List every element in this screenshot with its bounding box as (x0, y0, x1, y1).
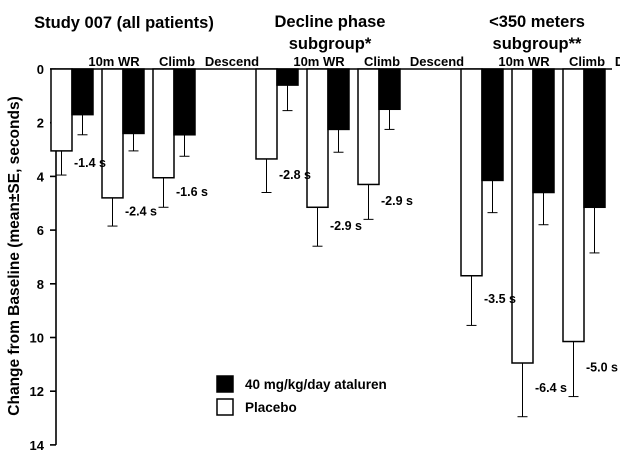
difference-labels: -1.4 s -2.4 s -1.6 s -2.8 s -2.9 s -2.9 s -3.5… (74, 156, 618, 395)
difference-label: -1.6 s (176, 185, 208, 199)
category-label: Climb (159, 54, 195, 69)
y-tick-label: 6 (37, 223, 44, 238)
ataluren-bar (122, 68, 145, 135)
category-label: Climb (364, 54, 400, 69)
group-titles: Study 007 (all patients) Decline phase sub… (34, 13, 585, 53)
group-title: subgroup** (493, 35, 582, 53)
legend-label: Placebo (245, 400, 297, 415)
placebo-bar (255, 68, 278, 160)
placebo-bar (460, 68, 483, 277)
placebo-bar (357, 68, 380, 186)
legend-swatch (216, 375, 234, 393)
category-label: Descend (615, 54, 620, 69)
legend-label: 40 mg/kg/day ataluren (245, 377, 387, 392)
ataluren-bar (327, 68, 350, 131)
ataluren-bar (583, 68, 606, 209)
category-label: 10m WR (88, 54, 140, 69)
category-label: 10m WR (293, 54, 345, 69)
y-tick-label: 8 (37, 277, 44, 292)
y-tick-label: 2 (37, 116, 44, 131)
difference-label: -2.9 s (330, 219, 362, 233)
bars (50, 68, 606, 364)
ataluren-bar (276, 68, 299, 86)
group-title: Study 007 (all patients) (34, 14, 214, 32)
group-title: <350 meters (489, 13, 585, 31)
difference-label: -2.4 s (125, 205, 157, 219)
y-tick-label: 4 (37, 169, 45, 184)
y-tick-label: 14 (30, 438, 45, 453)
ataluren-bar (173, 68, 196, 136)
y-axis: 0 2 4 6 8 10 12 14 (30, 62, 612, 453)
ataluren-bar (71, 68, 94, 116)
error-bars (56, 85, 600, 418)
category-labels: 10m WR Climb Descend 10m WR Climb Descend 10m … (88, 54, 620, 69)
difference-label: -3.5 s (484, 292, 516, 306)
placebo-bar (306, 68, 329, 209)
y-axis-label-group: Change from Baseline (mean±SE, seconds) (6, 96, 23, 415)
placebo-bar (511, 68, 534, 364)
placebo-bar (101, 68, 124, 199)
difference-label: -1.4 s (74, 156, 106, 170)
legend: 40 mg/kg/day ataluren Placebo (216, 375, 387, 416)
y-axis-title: Change from Baseline (mean±SE, seconds) (6, 96, 23, 415)
ataluren-bar (481, 68, 504, 182)
category-label: 10m WR (498, 54, 550, 69)
category-label: Descend (410, 54, 464, 69)
y-tick-label: 10 (30, 331, 44, 346)
legend-swatch (216, 398, 234, 416)
ataluren-bar (532, 68, 555, 194)
ataluren-bar (378, 68, 401, 111)
difference-label: -6.4 s (535, 381, 567, 395)
difference-label: -2.8 s (279, 168, 311, 182)
group-title: Decline phase (275, 13, 386, 31)
group-title: subgroup* (289, 35, 372, 53)
placebo-bar (50, 68, 73, 152)
placebo-bar (152, 68, 175, 179)
y-tick-label: 0 (37, 62, 44, 77)
category-label: Descend (205, 54, 259, 69)
category-label: Climb (569, 54, 605, 69)
placebo-bar (562, 68, 585, 343)
difference-label: -2.9 s (381, 194, 413, 208)
y-tick-label: 12 (30, 384, 44, 399)
difference-label: -5.0 s (586, 360, 618, 374)
